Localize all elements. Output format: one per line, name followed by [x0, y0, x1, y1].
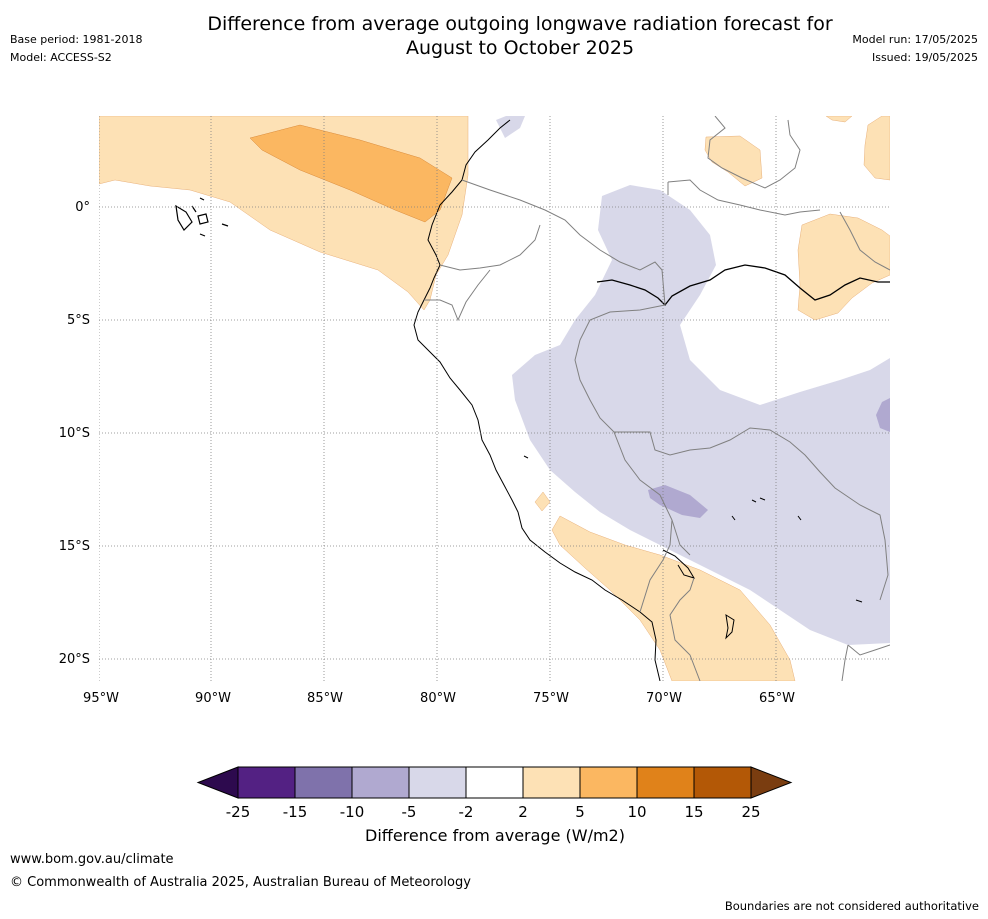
colorbar-swatch: [579, 766, 638, 799]
footer-url[interactable]: www.bom.gov.au/climate: [10, 852, 174, 867]
colorbar-swatch: [693, 766, 752, 799]
latitude-labels: 0° 5°S 10°S 15°S 20°S: [59, 200, 90, 667]
lat-label: 0°: [75, 200, 90, 215]
lon-label: 95°W: [83, 691, 119, 706]
lat-label: 15°S: [59, 539, 90, 554]
title-line-1: Difference from average outgoing longwav…: [207, 13, 833, 35]
title-line-2: August to October 2025: [405, 37, 635, 59]
anomaly-positive-northeast-strip: [825, 116, 853, 123]
lon-label: 75°W: [533, 691, 569, 706]
colorbar-tick-label: -5: [402, 803, 417, 821]
colorbar-swatch: [465, 766, 524, 799]
lon-label: 65°W: [759, 691, 795, 706]
colorbar-swatch: [294, 766, 353, 799]
colorbar: -25 -15 -10 -5 -2 2 5 10 15 25: [196, 766, 793, 821]
anomaly-positive-small: [534, 491, 551, 512]
longitude-labels: 95°W 90°W 85°W 80°W 75°W 70°W 65°W: [83, 691, 795, 706]
country-borders: [424, 116, 890, 681]
gridlines: [99, 116, 890, 681]
anomaly-negative-moderate-center: [648, 485, 708, 518]
colorbar-over-extension: [750, 766, 793, 799]
lon-label: 90°W: [195, 691, 231, 706]
colorbar-tick-label: 15: [684, 803, 703, 821]
anomaly-positive-colombia: [704, 135, 763, 187]
coastline-west: [413, 119, 661, 681]
anomaly-positive-northwest-core: [249, 124, 453, 223]
colorbar-label: Difference from average (W/m2): [365, 826, 625, 845]
lon-label: 85°W: [307, 691, 343, 706]
colorbar-swatch: [636, 766, 695, 799]
lon-label: 70°W: [646, 691, 682, 706]
amazon-river: [596, 264, 890, 306]
model-run-text: Model run: 17/05/2025: [852, 33, 978, 46]
lat-label: 20°S: [59, 652, 90, 667]
lat-label: 5°S: [67, 313, 90, 328]
issued-text: Issued: 19/05/2025: [871, 51, 978, 64]
footer-disclaimer: Boundaries are not considered authoritat…: [724, 899, 979, 913]
model-text: Model: ACCESS-S2: [10, 51, 112, 64]
meta-right: Model run: 17/05/2025 Issued: 19/05/2025: [852, 31, 978, 67]
anomaly-positive-guyana: [863, 116, 890, 181]
chart-title: Difference from average outgoing longwav…: [170, 12, 870, 60]
anomaly-positive-amazon: [797, 213, 890, 321]
footer-copyright: © Commonwealth of Australia 2025, Austra…: [10, 875, 471, 890]
colorbar-tick-label: -10: [340, 803, 365, 821]
anomaly-negative-main: [512, 185, 890, 645]
colorbar-tick-label: -25: [226, 803, 251, 821]
colorbar-swatch: [522, 766, 581, 799]
colorbar-tick-label: 5: [575, 803, 585, 821]
colorbar-tick-label: 25: [741, 803, 760, 821]
coastline-south-islands: [662, 549, 696, 579]
colorbar-tick-label: -15: [283, 803, 308, 821]
meta-left: Base period: 1981-2018 Model: ACCESS-S2: [10, 31, 142, 67]
galapagos-islands: [175, 197, 229, 237]
colorbar-swatch: [408, 766, 467, 799]
lat-label: 10°S: [59, 426, 90, 441]
map-plot-area: [99, 116, 890, 681]
colorbar-tick-label: -2: [459, 803, 474, 821]
colorbar-swatch: [237, 766, 296, 799]
anomaly-negative-moderate-east: [876, 398, 890, 432]
colorbar-tick-label: 2: [518, 803, 528, 821]
colorbar-swatch: [351, 766, 410, 799]
lon-label: 80°W: [420, 691, 456, 706]
colorbar-under-extension: [196, 766, 239, 799]
colorbar-tick-label: 10: [627, 803, 646, 821]
lakes: [523, 455, 863, 640]
anomaly-negative-north-patch: [496, 116, 525, 138]
anomaly-positive-south: [551, 515, 796, 681]
base-period-text: Base period: 1981-2018: [10, 33, 143, 46]
